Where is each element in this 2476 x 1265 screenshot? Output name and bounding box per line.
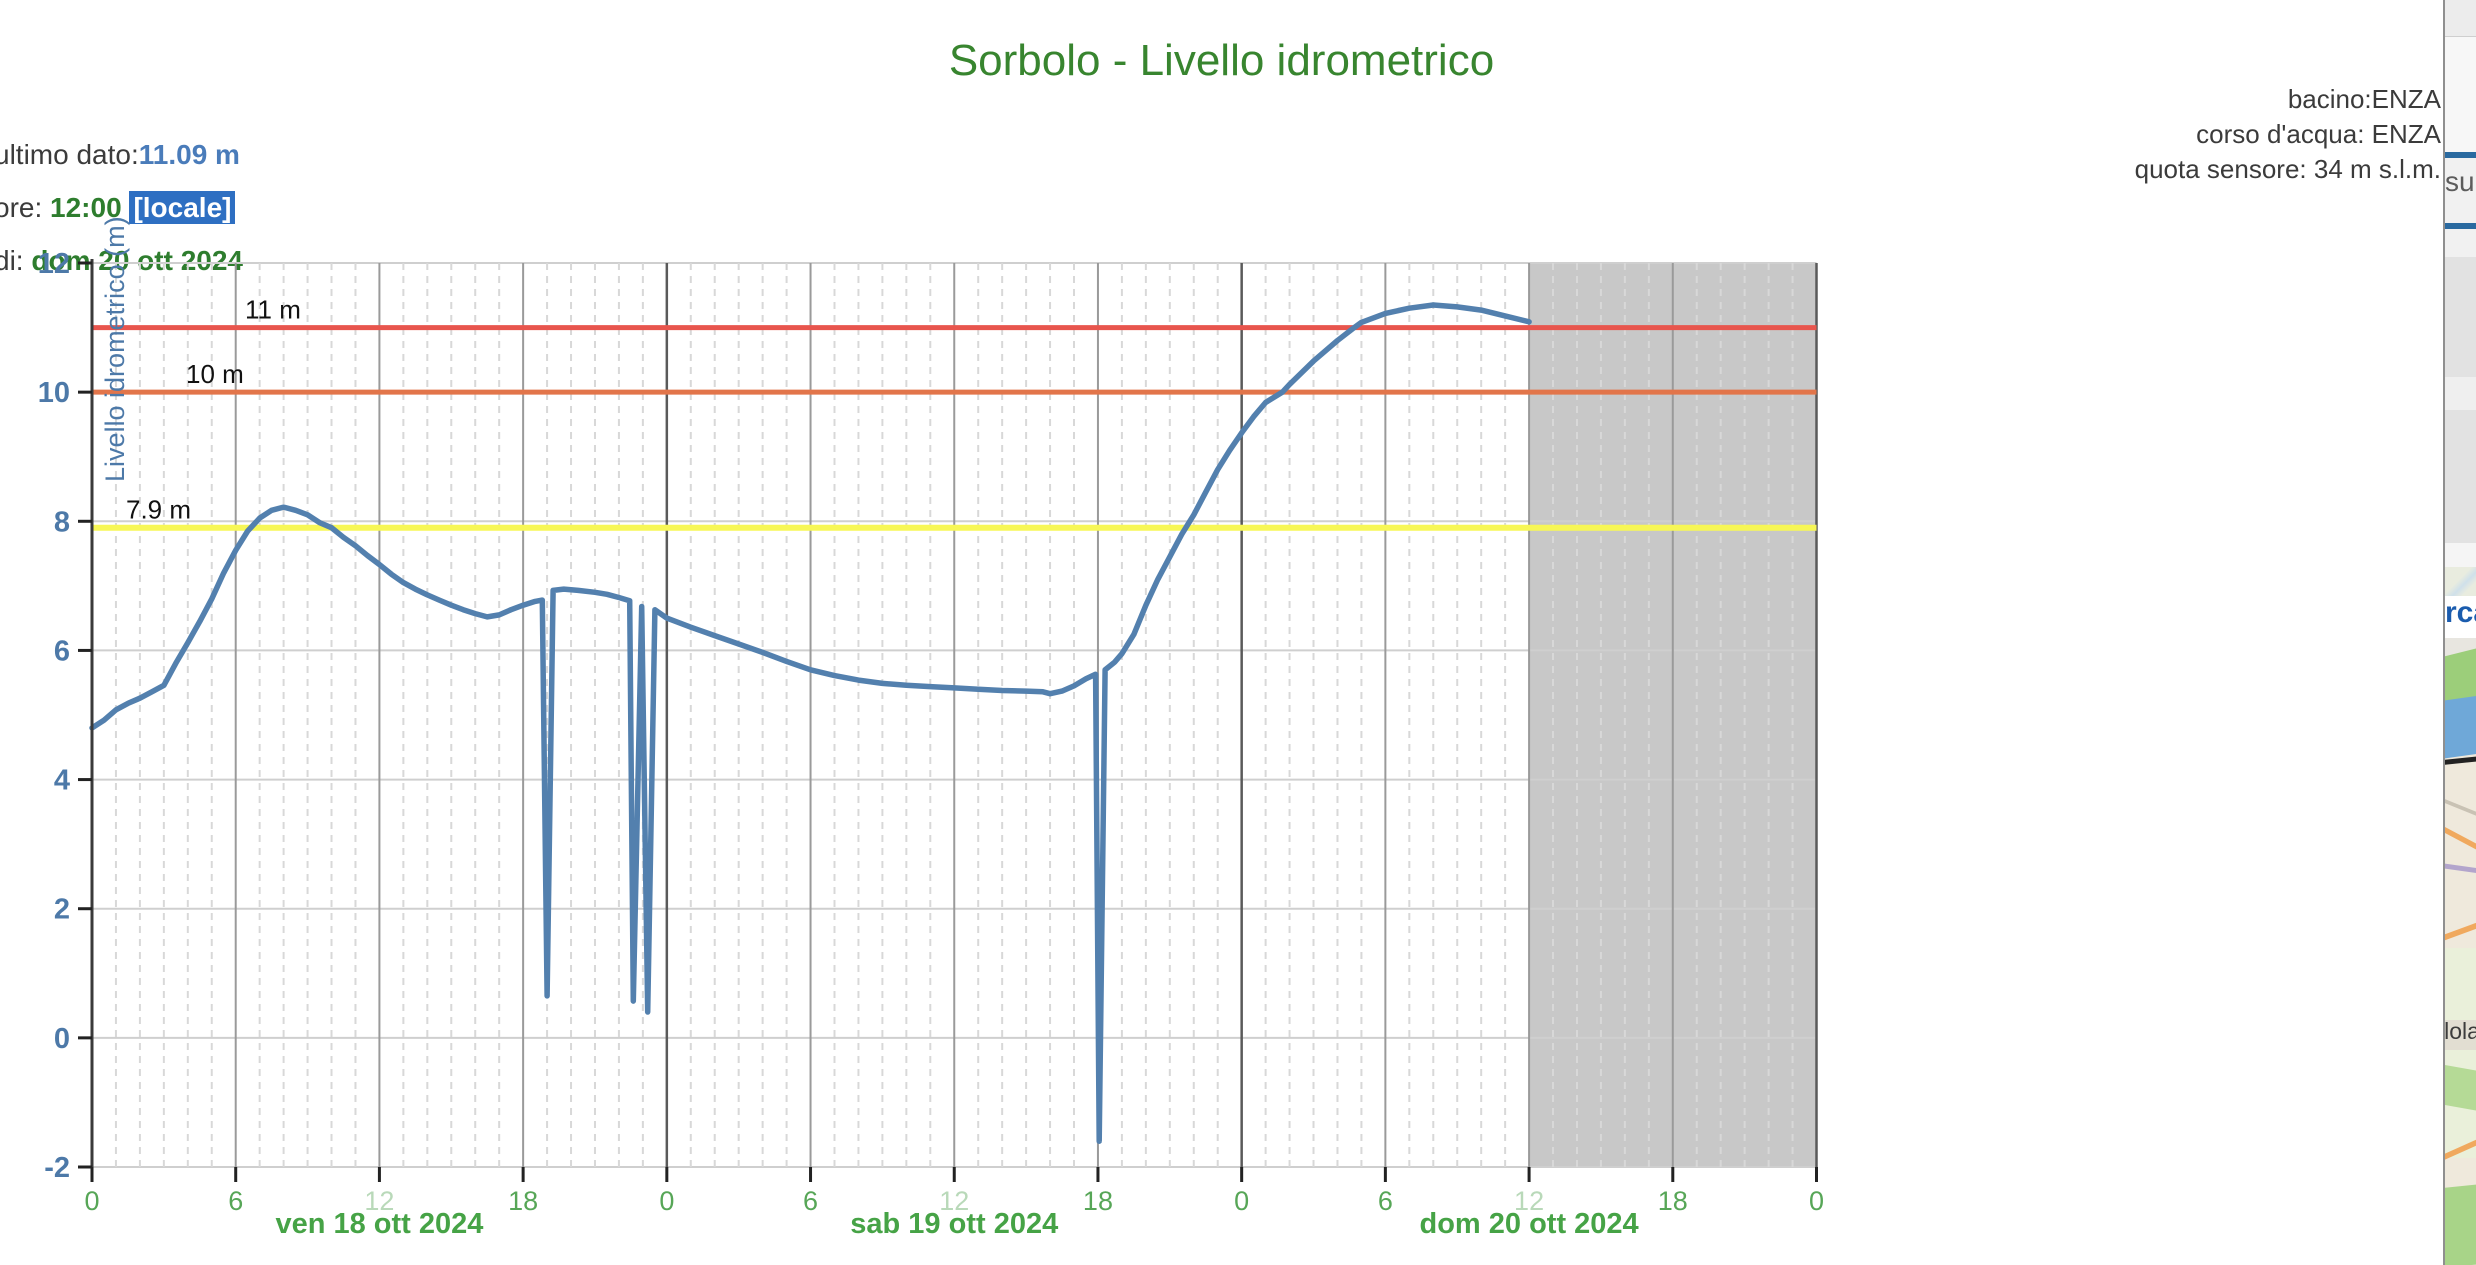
date-label: ven 18 ott 2024: [275, 1208, 483, 1240]
station-info-block: bacino:ENZA corso d'acqua: ENZA quota se…: [2135, 82, 2441, 187]
search-button[interactable]: rca: [2445, 596, 2476, 638]
x-tick-label: 18: [1083, 1186, 1113, 1216]
x-tick-label: 6: [228, 1186, 243, 1216]
sidebar-panel: [2445, 229, 2476, 257]
mini-map[interactable]: lola: [2445, 638, 2476, 1265]
x-tick-label: 6: [1378, 1186, 1393, 1216]
date-label: sab 19 ott 2024: [850, 1208, 1058, 1240]
watercourse-label: corso d'acqua: ENZA: [2196, 119, 2441, 149]
sidebar-card[interactable]: [2445, 257, 2476, 377]
page-title: Sorbolo - Livello idrometrico: [948, 36, 1495, 85]
divider: [2445, 223, 2476, 229]
y-tick-label: 0: [54, 1023, 70, 1055]
map-vegetation: [2445, 1063, 2476, 1113]
last-data-value: 11.09 m: [138, 139, 240, 170]
last-date-label: di:: [0, 245, 24, 276]
date-label: dom 20 ott 2024: [1419, 1208, 1638, 1240]
level-series-line: [89, 302, 1532, 1144]
divider: [2445, 152, 2476, 158]
threshold-label: 7.9 m: [126, 495, 191, 525]
map-road: [2445, 919, 2476, 943]
x-tick-label: 18: [1658, 1186, 1688, 1216]
y-tick-label: 10: [38, 377, 70, 409]
basin-label: bacino:ENZA: [2287, 84, 2441, 114]
y-axis-title: Livello idrometrico (m): [100, 216, 130, 482]
y-tick-label: 12: [38, 248, 70, 280]
threshold-label: 10 m: [186, 359, 244, 389]
sensor-elevation-label: quota sensore: 34 m s.l.m.: [2134, 154, 2441, 184]
last-time-line: ore: 12:00 [locale]: [0, 181, 243, 234]
x-tick-label: 0: [1809, 1186, 1824, 1216]
map-road: [2445, 1020, 2476, 1050]
x-tick-label: 12: [1514, 1186, 1544, 1216]
last-date-value: dom 20 ott 2024: [31, 245, 243, 276]
map-road: [2445, 862, 2476, 875]
sidebar-header-strip: [2445, 0, 2476, 37]
map-road: [2445, 796, 2476, 820]
threshold-label: 11 m: [245, 295, 301, 325]
clipped-right-sidebar: su rca lola: [2443, 0, 2476, 1265]
x-tick-label: 0: [84, 1186, 99, 1216]
sidebar-card[interactable]: [2445, 410, 2476, 543]
last-data-info-block: ultimo dato:11.09 m ore: 12:00 [locale] …: [0, 128, 243, 287]
locale-badge: [locale]: [129, 191, 236, 224]
y-tick-label: 8: [54, 506, 70, 538]
map-road: [2445, 823, 2476, 855]
x-tick-label: 0: [659, 1186, 674, 1216]
last-time-label: ore:: [0, 192, 43, 223]
map-terrain: [2445, 948, 2476, 1158]
x-tick-label: 12: [939, 1186, 969, 1216]
sidebar-nav-link[interactable]: su: [2445, 158, 2476, 223]
last-time-value: 12:00: [50, 192, 122, 223]
y-tick-label: 2: [54, 894, 70, 926]
x-tick-label: 6: [803, 1186, 818, 1216]
last-data-label: ultimo dato:: [0, 139, 139, 170]
x-tick-label: 0: [1234, 1186, 1249, 1216]
x-tick-label: 12: [364, 1186, 394, 1216]
y-tick-label: -2: [44, 1152, 70, 1184]
map-river: [2445, 694, 2476, 760]
y-tick-label: 4: [54, 765, 70, 797]
x-tick-label: 18: [508, 1186, 538, 1216]
sidebar-gap: [2445, 377, 2476, 410]
map-preview-sliver: [2445, 567, 2476, 600]
last-date-line: di: dom 20 ott 2024: [0, 234, 243, 287]
map-vegetation: [2445, 1183, 2476, 1265]
y-tick-label: 6: [54, 635, 70, 667]
last-data-line: ultimo dato:11.09 m: [0, 128, 243, 181]
sidebar-panel: [2445, 37, 2476, 152]
map-place-label: lola: [2444, 1018, 2476, 1044]
sidebar-gap: [2445, 543, 2476, 567]
